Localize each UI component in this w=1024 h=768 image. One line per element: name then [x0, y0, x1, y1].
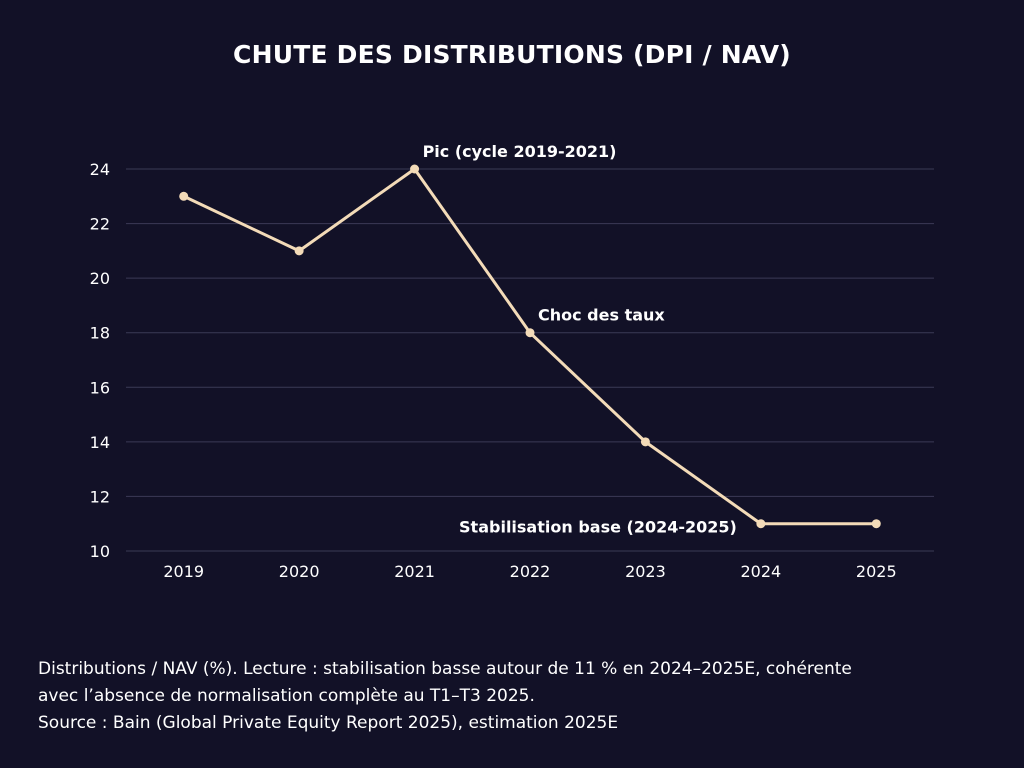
caption-line-2: avec l’absence de normalisation complète… — [38, 686, 535, 706]
annotations: Pic (cycle 2019-2021) Choc des taux Stabil… — [423, 142, 737, 537]
data-point — [294, 246, 304, 256]
x-tick-label: 2023 — [625, 562, 666, 581]
data-point — [871, 519, 881, 529]
chart-caption: Distributions / NAV (%). Lecture : stabi… — [38, 656, 998, 737]
data-series — [179, 164, 881, 529]
caption-line-3: Source : Bain (Global Private Equity Rep… — [38, 713, 619, 733]
x-tick-label: 2024 — [740, 562, 781, 581]
y-tick-label: 12 — [90, 487, 110, 506]
y-tick-label: 10 — [90, 542, 110, 561]
series-line — [182, 167, 878, 526]
x-tick-label: 2021 — [394, 562, 435, 581]
y-tick-label: 18 — [90, 324, 110, 343]
y-tick-label: 16 — [90, 378, 110, 397]
x-tick-label: 2025 — [856, 562, 897, 581]
chart-title: CHUTE DES DISTRIBUTIONS (DPI / NAV) — [233, 40, 791, 69]
data-point — [525, 328, 535, 338]
caption-line-1: Distributions / NAV (%). Lecture : stabi… — [38, 659, 852, 679]
x-tick-label: 2019 — [163, 562, 204, 581]
y-tick-label: 20 — [90, 269, 110, 288]
y-tick-label: 24 — [90, 160, 110, 179]
annotation-label: Pic (cycle 2019-2021) — [423, 142, 617, 161]
annotation-label: Stabilisation base (2024-2025) — [459, 518, 737, 537]
data-point — [410, 164, 420, 174]
grid-lines — [126, 168, 934, 552]
x-tick-label: 2022 — [510, 562, 551, 581]
x-tick-label: 2020 — [279, 562, 320, 581]
data-point — [179, 191, 189, 201]
data-point — [640, 437, 650, 447]
data-point — [756, 519, 766, 529]
y-tick-label: 22 — [90, 215, 110, 234]
annotation-label: Choc des taux — [538, 306, 665, 325]
y-tick-label: 14 — [90, 433, 110, 452]
